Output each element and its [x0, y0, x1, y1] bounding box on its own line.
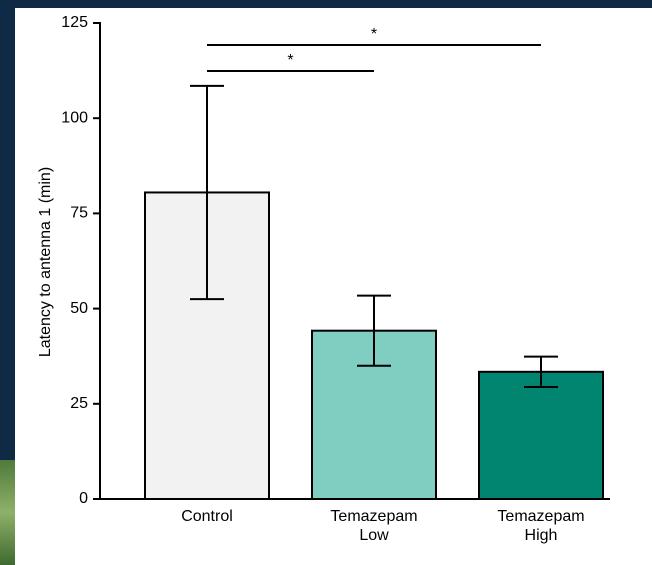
- y-tick-label: 75: [70, 205, 88, 222]
- y-tick-label: 25: [70, 395, 88, 412]
- y-tick-label: 100: [61, 109, 88, 126]
- x-tick-label: Temazepam High: [491, 507, 591, 545]
- x-tick-label: Temazepam Low: [324, 507, 424, 545]
- page: Latency to antenna 1 (min) 0 25 50 75 100 125…: [0, 0, 652, 565]
- bar: [479, 372, 603, 499]
- significance-label: *: [371, 26, 377, 43]
- x-tick-label: Control: [137, 507, 277, 526]
- y-tick-label: 125: [61, 14, 88, 31]
- y-tick-label: 50: [70, 300, 88, 317]
- y-axis-label: Latency to antenna 1 (min): [37, 167, 54, 357]
- y-tick-label: 0: [79, 490, 88, 507]
- chart: Latency to antenna 1 (min) 0 25 50 75 100 125…: [0, 0, 652, 565]
- significance-label: *: [287, 52, 293, 69]
